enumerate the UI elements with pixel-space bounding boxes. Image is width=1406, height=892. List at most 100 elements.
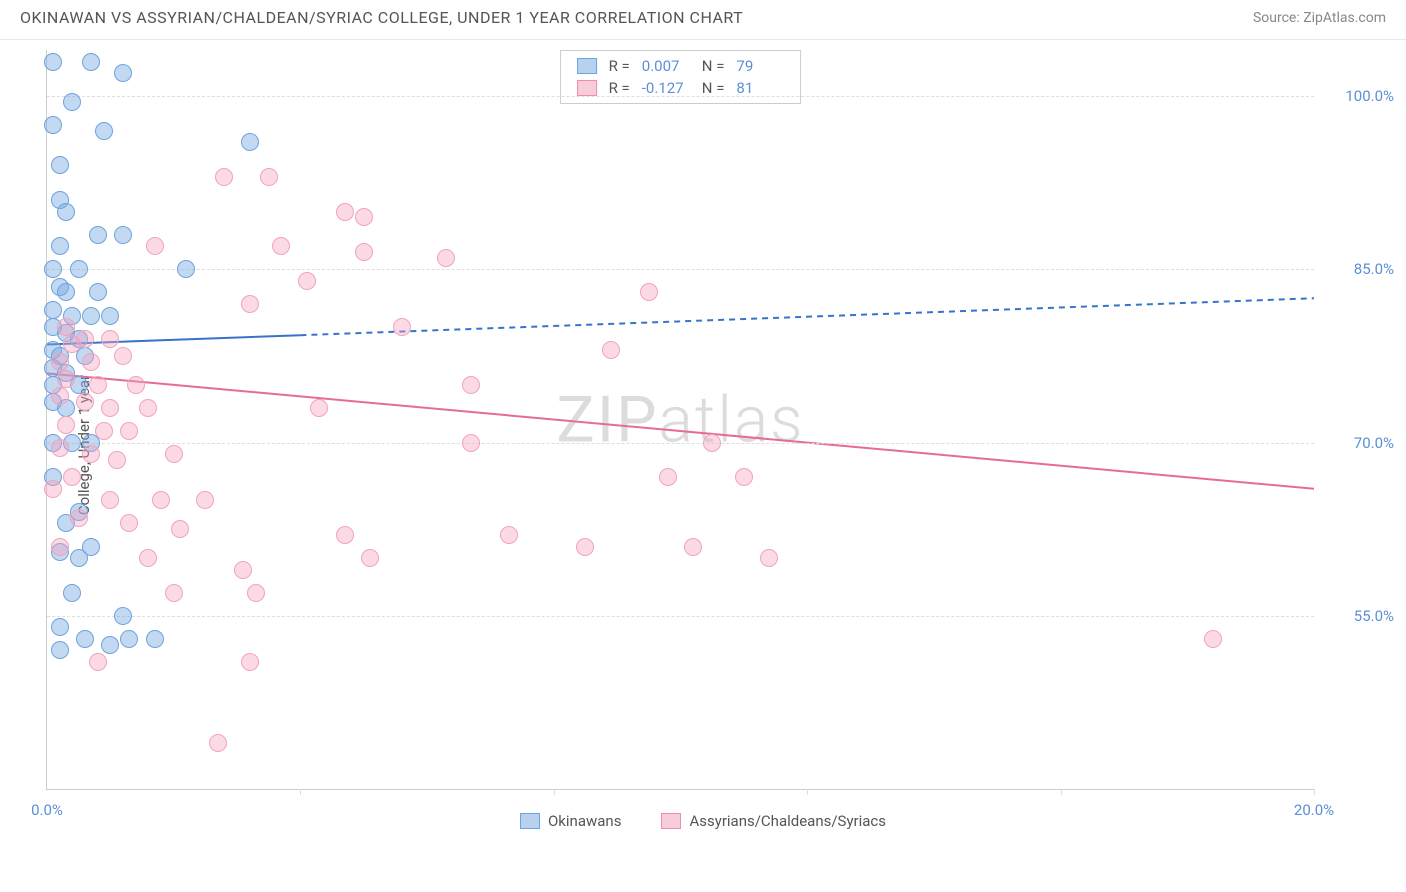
- scatter-point: [44, 53, 62, 71]
- scatter-point: [241, 653, 259, 671]
- scatter-point: [241, 133, 259, 151]
- legend-item-assyrians: Assyrians/Chaldeans/Syriacs: [661, 812, 886, 830]
- scatter-point: [51, 237, 69, 255]
- scatter-point: [82, 307, 100, 325]
- legend-label-okinawans: Okinawans: [548, 812, 621, 830]
- scatter-point: [51, 387, 69, 405]
- scatter-point: [51, 439, 69, 457]
- scatter-point: [114, 64, 132, 82]
- scatter-point: [76, 630, 94, 648]
- scatter-point: [146, 237, 164, 255]
- n-label-1: N =: [702, 79, 725, 97]
- n-label-0: N =: [702, 57, 725, 75]
- x-tick-mark: [807, 789, 808, 795]
- chart-title: OKINAWAN VS ASSYRIAN/CHALDEAN/SYRIAC COL…: [20, 8, 743, 27]
- r-value-0: 0.007: [642, 57, 690, 75]
- scatter-point: [355, 208, 373, 226]
- scatter-point: [336, 526, 354, 544]
- scatter-point: [139, 399, 157, 417]
- scatter-point: [101, 307, 119, 325]
- scatter-point: [234, 561, 252, 579]
- scatter-point: [95, 422, 113, 440]
- y-tick-label: 55.0%: [1324, 607, 1394, 625]
- scatter-point: [57, 416, 75, 434]
- scatter-point: [70, 260, 88, 278]
- legend-swatch-okinawans: [520, 813, 540, 829]
- r-value-1: -0.127: [642, 79, 690, 97]
- scatter-point: [215, 168, 233, 186]
- scatter-point: [602, 341, 620, 359]
- hgrid-line: [47, 96, 1314, 97]
- scatter-point: [462, 434, 480, 452]
- scatter-point: [298, 272, 316, 290]
- scatter-point: [114, 347, 132, 365]
- scatter-point: [659, 468, 677, 486]
- scatter-point: [114, 226, 132, 244]
- header-row: OKINAWAN VS ASSYRIAN/CHALDEAN/SYRIAC COL…: [0, 0, 1406, 40]
- scatter-point: [76, 393, 94, 411]
- scatter-point: [177, 260, 195, 278]
- scatter-point: [209, 734, 227, 752]
- r-label-1: R =: [609, 79, 630, 97]
- scatter-point: [51, 618, 69, 636]
- scatter-point: [127, 376, 145, 394]
- scatter-point: [44, 116, 62, 134]
- watermark: ZIPatlas: [556, 382, 804, 457]
- scatter-point: [82, 53, 100, 71]
- scatter-point: [101, 491, 119, 509]
- scatter-point: [89, 653, 107, 671]
- trendline-solid: [47, 373, 1314, 488]
- y-tick-label: 70.0%: [1324, 434, 1394, 452]
- scatter-point: [57, 318, 75, 336]
- scatter-point: [241, 295, 259, 313]
- watermark-pre: ZIP: [556, 382, 658, 457]
- scatter-point: [51, 156, 69, 174]
- scatter-point: [260, 168, 278, 186]
- scatter-point: [95, 122, 113, 140]
- scatter-point: [165, 445, 183, 463]
- scatter-point: [82, 353, 100, 371]
- scatter-point: [247, 584, 265, 602]
- stats-row-okinawans: R = 0.007 N = 79: [561, 55, 801, 77]
- scatter-point: [272, 237, 290, 255]
- y-tick-label: 85.0%: [1324, 260, 1394, 278]
- legend-swatch-assyrians: [661, 813, 681, 829]
- scatter-point: [63, 335, 81, 353]
- scatter-point: [171, 520, 189, 538]
- y-tick-label: 100.0%: [1324, 87, 1394, 105]
- scatter-point: [114, 607, 132, 625]
- trendline-dashed: [300, 298, 1314, 335]
- scatter-point: [640, 283, 658, 301]
- r-label-0: R =: [609, 57, 630, 75]
- scatter-point: [89, 376, 107, 394]
- scatter-point: [82, 445, 100, 463]
- scatter-point: [63, 468, 81, 486]
- scatter-point: [82, 538, 100, 556]
- scatter-point: [152, 491, 170, 509]
- scatter-point: [120, 422, 138, 440]
- scatter-point: [89, 226, 107, 244]
- scatter-point: [63, 93, 81, 111]
- scatter-point: [51, 538, 69, 556]
- scatter-point: [44, 260, 62, 278]
- chart-wrapper: College, Under 1 year ZIPatlas R = 0.007…: [0, 40, 1406, 850]
- plot-area: ZIPatlas R = 0.007 N = 79 R = -0.127 N =…: [46, 50, 1314, 790]
- scatter-point: [120, 630, 138, 648]
- scatter-point: [44, 480, 62, 498]
- hgrid-line: [47, 616, 1314, 617]
- n-value-0: 79: [736, 57, 784, 75]
- bottom-legend: Okinawans Assyrians/Chaldeans/Syriacs: [0, 812, 1406, 830]
- scatter-point: [89, 283, 107, 301]
- scatter-point: [1204, 630, 1222, 648]
- scatter-point: [101, 636, 119, 654]
- x-tick-mark: [1061, 789, 1062, 795]
- legend-label-assyrians: Assyrians/Chaldeans/Syriacs: [689, 812, 886, 830]
- scatter-point: [120, 514, 138, 532]
- scatter-point: [57, 203, 75, 221]
- scatter-point: [146, 630, 164, 648]
- hgrid-line: [47, 269, 1314, 270]
- x-tick-mark: [300, 789, 301, 795]
- scatter-point: [51, 353, 69, 371]
- scatter-point: [165, 584, 183, 602]
- swatch-okinawans: [577, 58, 597, 74]
